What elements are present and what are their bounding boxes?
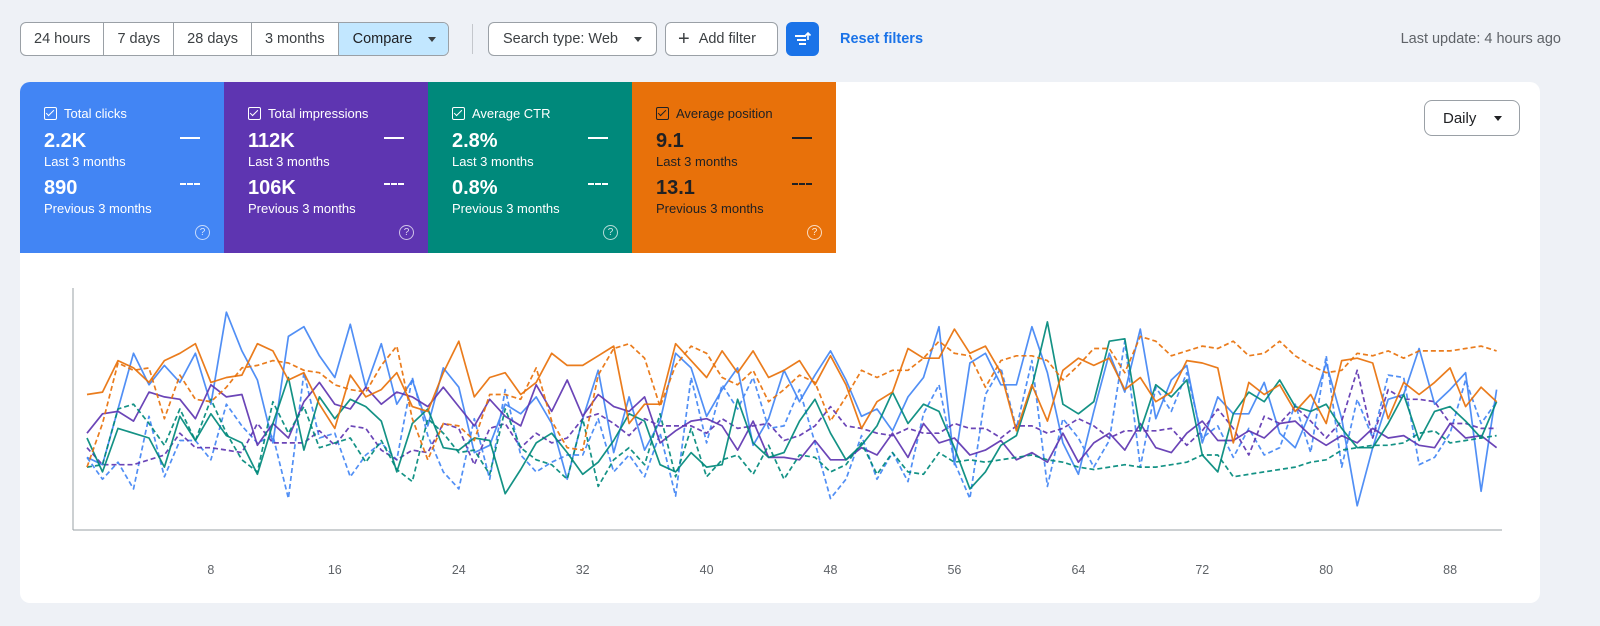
checkbox-icon[interactable] (452, 107, 465, 120)
metric-current-period: Last 3 months (248, 154, 330, 169)
compare-label: Compare (352, 31, 413, 47)
add-filter-label: Add filter (698, 31, 756, 47)
help-icon[interactable]: ? (807, 225, 822, 240)
metric-card-total-clicks[interactable]: Total clicks 2.2K Last 3 months 890 Prev… (20, 82, 224, 253)
series-line-1-dashed (86, 340, 1498, 500)
granularity-dropdown[interactable]: Daily (1424, 100, 1520, 136)
solid-line-legend-icon (384, 137, 404, 139)
add-filter-button[interactable]: + Add filter (665, 22, 778, 56)
x-tick-label: 80 (1319, 563, 1333, 577)
metric-current-period: Last 3 months (452, 154, 534, 169)
x-tick-label: 16 (328, 563, 342, 577)
metric-current-value: 9.1 (656, 130, 684, 152)
x-tick-label: 40 (700, 563, 714, 577)
x-tick-label: 56 (947, 563, 961, 577)
metric-previous-period: Previous 3 months (452, 201, 560, 216)
series-line-5-dashed (86, 398, 1497, 488)
search-type-dropdown[interactable]: Search type: Web (488, 22, 657, 56)
solid-line-legend-icon (180, 137, 200, 139)
metric-card-average-ctr[interactable]: Average CTR 2.8% Last 3 months 0.8% Prev… (428, 82, 632, 253)
range-28-days-button[interactable]: 28 days (174, 23, 252, 55)
metric-current-period: Last 3 months (44, 154, 126, 169)
metric-current-period: Last 3 months (656, 154, 738, 169)
metric-current-value: 112K (248, 130, 295, 152)
chevron-down-icon (428, 36, 437, 42)
checkbox-icon[interactable] (248, 107, 261, 120)
metric-previous-period: Previous 3 months (44, 201, 152, 216)
granularity-label: Daily (1443, 109, 1477, 127)
search-type-label: Search type: Web (503, 31, 618, 47)
series-line-7-dashed (86, 335, 1497, 468)
date-range-selector: 24 hours 7 days 28 days 3 months Compare (20, 22, 450, 56)
help-icon[interactable]: ? (603, 225, 618, 240)
chevron-down-icon (1494, 115, 1503, 121)
range-3-months-button[interactable]: 3 months (252, 23, 339, 55)
range-7-days-button[interactable]: 7 days (104, 23, 175, 55)
dashed-line-legend-icon (792, 183, 812, 185)
solid-line-legend-icon (792, 137, 812, 139)
x-tick-label: 88 (1443, 563, 1457, 577)
metric-card-total-impressions[interactable]: Total impressions 112K Last 3 months 106… (224, 82, 428, 253)
metric-previous-value: 890 (44, 177, 78, 199)
x-tick-label: 24 (452, 563, 466, 577)
dashed-line-legend-icon (180, 183, 200, 185)
chart-lines (86, 311, 1498, 507)
dashed-line-legend-icon (384, 183, 404, 185)
toolbar: 24 hours 7 days 28 days 3 months Compare… (20, 22, 1580, 56)
x-tick-label: 64 (1071, 563, 1085, 577)
help-icon[interactable]: ? (399, 225, 414, 240)
filter-settings-button[interactable] (786, 22, 819, 56)
metric-label: Total impressions (268, 106, 369, 121)
metric-label: Total clicks (64, 106, 127, 121)
performance-card: Total clicks 2.2K Last 3 months 890 Prev… (20, 82, 1540, 603)
metric-label: Average position (676, 106, 773, 121)
x-tick-label: 32 (576, 563, 590, 577)
metric-current-value: 2.8% (452, 130, 498, 152)
series-line-0-solid (86, 311, 1498, 507)
compare-dropdown[interactable]: Compare (338, 23, 449, 55)
chevron-down-icon (634, 36, 642, 42)
series-line-4-solid (86, 321, 1498, 495)
series-line-2-solid (86, 379, 1498, 464)
metric-previous-value: 0.8% (452, 177, 498, 199)
x-tick-label: 8 (207, 563, 214, 577)
performance-chart: 8 16 24 32 40 48 56 64 72 80 88 (72, 288, 1502, 577)
metric-previous-period: Previous 3 months (656, 201, 764, 216)
checkbox-icon[interactable] (44, 107, 57, 120)
series-line-6-solid (86, 328, 1498, 444)
checkbox-icon[interactable] (656, 107, 669, 120)
metric-current-value: 2.2K (44, 130, 87, 152)
last-update-text: Last update: 4 hours ago (1400, 31, 1561, 47)
solid-line-legend-icon (588, 137, 608, 139)
metric-card-average-position[interactable]: Average position 9.1 Last 3 months 13.1 … (632, 82, 836, 253)
chart-axes (72, 288, 1502, 531)
metric-previous-value: 106K (248, 177, 296, 199)
metric-label: Average CTR (472, 106, 551, 121)
filter-list-icon (794, 31, 811, 45)
metric-previous-period: Previous 3 months (248, 201, 356, 216)
dashed-line-legend-icon (588, 183, 608, 185)
metric-previous-value: 13.1 (656, 177, 695, 199)
plus-icon: + (678, 28, 690, 50)
x-axis-ticks: 8 16 24 32 40 48 56 64 72 80 88 (207, 563, 1457, 577)
help-icon[interactable]: ? (195, 225, 210, 240)
range-24-hours-button[interactable]: 24 hours (21, 23, 105, 55)
x-tick-label: 48 (824, 563, 838, 577)
toolbar-divider (472, 24, 473, 54)
reset-filters-link[interactable]: Reset filters (840, 31, 924, 47)
x-tick-label: 72 (1195, 563, 1209, 577)
